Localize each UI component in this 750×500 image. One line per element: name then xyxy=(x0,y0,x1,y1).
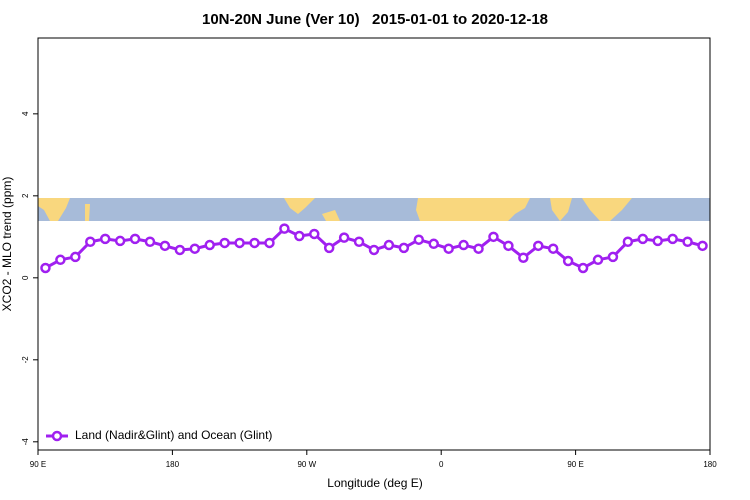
map-strip xyxy=(38,198,710,221)
y-axis-label: XCO2 - MLO trend (ppm) xyxy=(0,177,14,312)
data-point xyxy=(518,252,529,263)
data-point xyxy=(473,243,484,254)
data-point xyxy=(458,239,469,251)
data-point xyxy=(294,230,305,242)
data-point xyxy=(204,239,215,251)
data-point xyxy=(159,240,171,252)
data-point xyxy=(592,254,604,266)
x-tick-label: 0 xyxy=(439,460,444,469)
data-point xyxy=(667,233,678,245)
legend-marker xyxy=(51,430,63,442)
data-point xyxy=(697,240,708,252)
data-point xyxy=(503,240,514,252)
x-tick-label: 90 E xyxy=(567,460,583,469)
data-point xyxy=(219,237,230,249)
y-tick-label: -4 xyxy=(21,438,30,446)
data-point xyxy=(652,235,663,247)
data-point xyxy=(40,262,51,274)
data-point xyxy=(279,223,290,234)
data-point xyxy=(264,237,275,249)
y-tick-label: 4 xyxy=(21,111,30,116)
data-point xyxy=(174,244,186,256)
x-axis-label: Longitude (deg E) xyxy=(327,476,422,490)
data-point xyxy=(234,237,245,249)
legend-label: Land (Nadir&Glint) and Ocean (Glint) xyxy=(75,428,272,442)
data-point xyxy=(323,242,335,254)
x-tick-label: 90 W xyxy=(297,460,316,469)
data-point xyxy=(85,236,96,247)
data-point xyxy=(368,244,380,256)
plot-frame xyxy=(37,37,711,451)
data-point xyxy=(533,240,544,252)
data-point xyxy=(547,243,559,254)
data-point xyxy=(383,239,395,251)
data-point xyxy=(338,232,350,243)
data-point xyxy=(398,242,410,254)
data-point xyxy=(562,255,574,267)
y-tick-label: 2 xyxy=(21,193,30,198)
data-point xyxy=(129,233,141,245)
x-tick-label: 180 xyxy=(166,460,180,469)
data-point xyxy=(443,243,454,254)
x-tick-label: 180 xyxy=(703,460,717,469)
data-point xyxy=(488,231,499,243)
data-point xyxy=(637,233,649,245)
y-tick-label: 0 xyxy=(21,275,30,280)
data-point xyxy=(577,262,589,274)
data-point xyxy=(428,238,439,250)
data-point xyxy=(144,236,156,247)
data-point xyxy=(55,254,66,266)
data-point xyxy=(249,237,260,249)
data-point xyxy=(309,228,320,240)
data-point xyxy=(622,236,634,247)
data-point xyxy=(607,251,619,263)
data-point xyxy=(189,243,201,254)
data-point xyxy=(413,234,425,245)
data-point xyxy=(114,235,126,247)
data-point xyxy=(70,251,81,263)
data-point xyxy=(353,236,365,247)
data-point xyxy=(99,233,111,245)
x-tick-label: 90 E xyxy=(30,460,46,469)
chart-title: 10N-20N June (Ver 10) 2015-01-01 to 2020… xyxy=(202,11,548,28)
y-tick-label: -2 xyxy=(21,356,30,364)
data-point xyxy=(682,236,693,247)
